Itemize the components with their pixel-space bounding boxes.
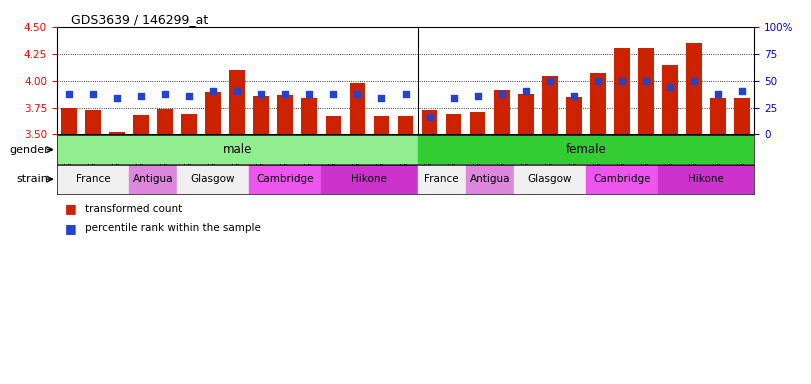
Bar — [470, 112, 486, 134]
Bar — [133, 115, 148, 134]
Bar — [566, 97, 581, 134]
Bar — [422, 110, 437, 134]
Point — [399, 91, 412, 97]
Text: transformed count: transformed count — [85, 204, 182, 214]
Point — [303, 91, 315, 97]
Bar — [129, 165, 177, 194]
Bar — [253, 96, 269, 134]
Bar — [418, 135, 754, 164]
Text: GDS3639 / 146299_at: GDS3639 / 146299_at — [71, 13, 208, 26]
Point — [736, 88, 749, 94]
Text: strain: strain — [17, 174, 49, 184]
Bar — [205, 93, 221, 134]
Bar — [658, 165, 754, 194]
Text: Antigua: Antigua — [470, 174, 510, 184]
Bar — [109, 132, 125, 134]
Bar — [663, 65, 678, 134]
Bar — [513, 165, 586, 194]
Point — [447, 95, 460, 101]
Text: France: France — [424, 174, 459, 184]
Bar — [494, 90, 509, 134]
Bar — [518, 94, 534, 134]
Bar — [57, 135, 418, 164]
Bar — [374, 116, 389, 134]
Point — [640, 78, 653, 84]
Point — [207, 88, 220, 94]
Point — [86, 91, 99, 97]
Point — [543, 78, 556, 84]
Bar — [397, 116, 414, 134]
Text: ■: ■ — [65, 202, 76, 215]
Bar — [350, 83, 365, 134]
Bar — [321, 165, 418, 194]
Bar — [466, 165, 513, 194]
Text: France: France — [75, 174, 110, 184]
Point — [351, 91, 364, 97]
Bar — [710, 98, 726, 134]
Text: Hikone: Hikone — [351, 174, 388, 184]
Point — [158, 91, 171, 97]
Point — [519, 88, 532, 94]
Point — [591, 78, 604, 84]
Point — [230, 88, 243, 94]
Point — [616, 78, 629, 84]
Point — [255, 91, 268, 97]
Bar — [302, 98, 317, 134]
Bar — [277, 94, 293, 134]
Point — [663, 84, 676, 90]
Point — [327, 91, 340, 97]
Point — [423, 114, 436, 120]
Text: gender: gender — [9, 144, 49, 155]
Point — [688, 78, 701, 84]
Text: percentile rank within the sample: percentile rank within the sample — [85, 223, 261, 233]
Point — [568, 93, 581, 99]
Point — [62, 91, 75, 97]
Bar — [61, 108, 76, 134]
Point — [182, 93, 195, 99]
Bar — [735, 98, 750, 134]
Bar — [177, 165, 249, 194]
Bar — [586, 165, 658, 194]
Text: Cambridge: Cambridge — [593, 174, 650, 184]
Point — [712, 91, 725, 97]
Text: female: female — [565, 143, 607, 156]
Point — [110, 95, 123, 101]
Text: Hikone: Hikone — [689, 174, 724, 184]
Point — [496, 91, 508, 97]
Bar — [418, 165, 466, 194]
Bar — [542, 76, 558, 134]
Text: Glasgow: Glasgow — [527, 174, 572, 184]
Point — [135, 93, 148, 99]
Text: Antigua: Antigua — [133, 174, 174, 184]
Bar — [590, 73, 606, 134]
Bar — [181, 114, 197, 134]
Bar — [325, 116, 341, 134]
Point — [279, 91, 292, 97]
Bar — [157, 109, 173, 134]
Bar — [446, 114, 461, 134]
Text: Cambridge: Cambridge — [256, 174, 314, 184]
Text: male: male — [222, 143, 252, 156]
Bar — [57, 165, 129, 194]
Bar — [230, 70, 245, 134]
Point — [375, 95, 388, 101]
Bar — [614, 48, 630, 134]
Bar — [249, 165, 321, 194]
Text: ■: ■ — [65, 222, 76, 235]
Text: Glasgow: Glasgow — [191, 174, 235, 184]
Bar — [686, 43, 702, 134]
Bar — [85, 110, 101, 134]
Point — [471, 93, 484, 99]
Bar — [638, 48, 654, 134]
